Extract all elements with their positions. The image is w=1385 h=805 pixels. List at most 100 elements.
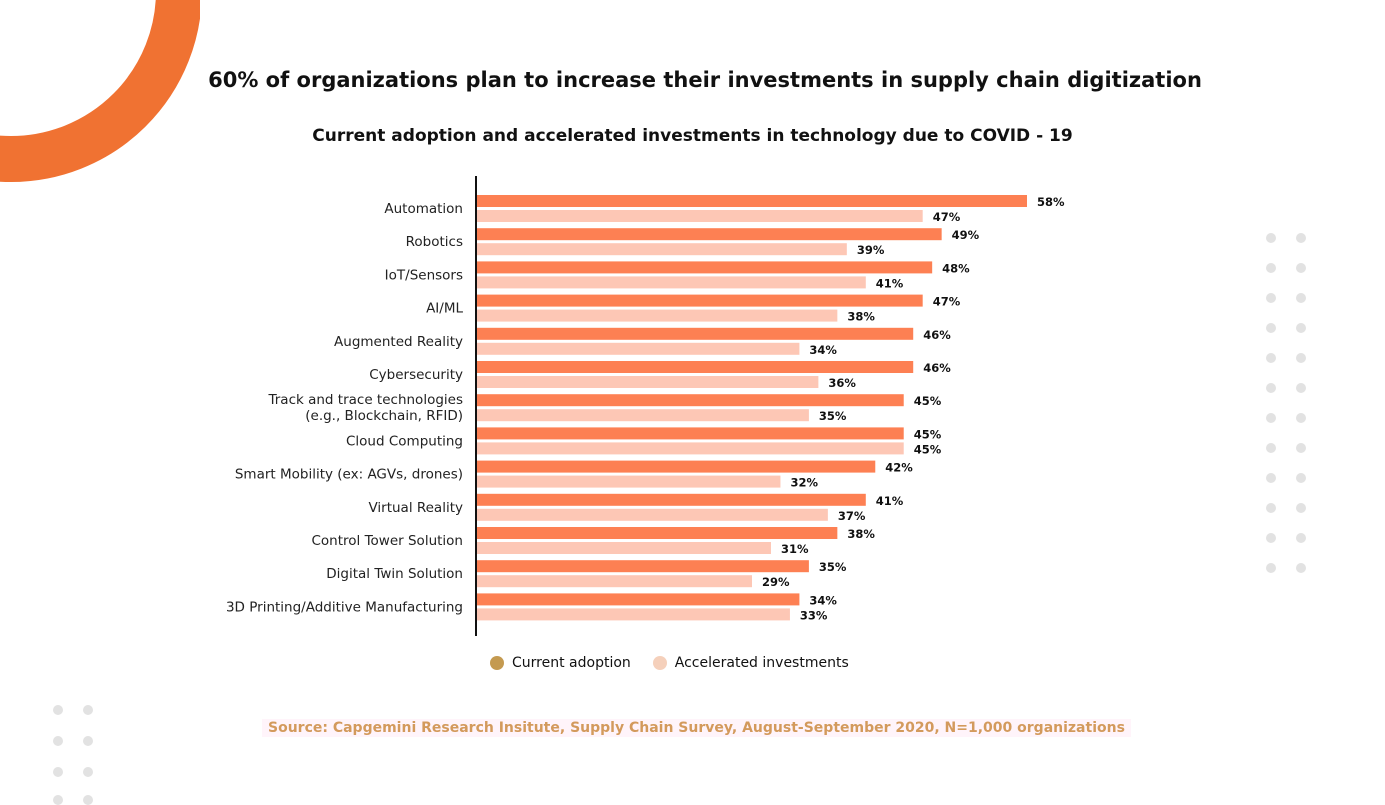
data-label: 34%: [809, 593, 837, 607]
decorative-dot: [53, 767, 63, 777]
data-label: 45%: [914, 442, 942, 456]
decorative-dot: [1296, 263, 1306, 273]
legend-item-current: Current adoption: [490, 655, 631, 671]
category-label: (e.g., Blockchain, RFID): [305, 408, 463, 424]
bar-current: [477, 361, 914, 373]
legend-label: Current adoption: [512, 655, 631, 671]
legend-swatch: [490, 656, 504, 670]
decorative-dot: [1296, 503, 1306, 513]
data-label: 49%: [952, 228, 980, 242]
decorative-dot: [1296, 233, 1306, 243]
decorative-dot: [83, 736, 93, 746]
category-label: AI/ML: [426, 301, 463, 317]
bar-accelerated: [477, 475, 781, 488]
data-label: 47%: [933, 210, 961, 224]
decorative-dot: [1266, 563, 1276, 573]
data-label: 41%: [876, 276, 904, 290]
decorative-dot: [1266, 293, 1276, 303]
decorative-dot: [83, 795, 93, 805]
decorative-dot: [1296, 473, 1306, 483]
decorative-dot: [1266, 443, 1276, 453]
decorative-dot: [1266, 383, 1276, 393]
category-label: IoT/Sensors: [385, 267, 463, 283]
category-label: Control Tower Solution: [312, 533, 464, 549]
bar-current: [477, 228, 942, 241]
data-label: 47%: [933, 295, 961, 309]
bar-accelerated: [477, 342, 800, 355]
decorative-dot: [1296, 413, 1306, 423]
data-label: 45%: [914, 394, 942, 408]
legend: Current adoption Accelerated investments: [490, 655, 849, 671]
source-note: Source: Capgemini Research Insitute, Sup…: [262, 719, 1131, 737]
data-label: 32%: [790, 476, 818, 490]
bar-current: [477, 394, 904, 407]
bar-current: [477, 560, 809, 573]
data-label: 33%: [800, 608, 828, 622]
legend-item-accelerated: Accelerated investments: [652, 655, 849, 671]
bar-current: [477, 460, 876, 473]
data-label: 38%: [847, 527, 875, 541]
data-label: 29%: [762, 575, 790, 589]
legend-label: Accelerated investments: [674, 655, 849, 671]
decorative-dot: [1266, 413, 1276, 423]
bar-current: [477, 427, 904, 440]
decorative-dot: [1266, 473, 1276, 483]
decorative-dot: [53, 736, 63, 746]
category-label: Cloud Computing: [346, 433, 463, 449]
category-label: Augmented Reality: [334, 334, 463, 350]
category-label: Robotics: [406, 234, 463, 250]
bar-accelerated: [477, 309, 838, 322]
bar-current: [477, 493, 866, 506]
category-label: 3D Printing/Additive Manufacturing: [226, 599, 463, 615]
bar-accelerated: [477, 608, 790, 621]
decorative-dot: [1296, 353, 1306, 363]
chart-title: Current adoption and accelerated investm…: [312, 126, 1073, 146]
data-label: 39%: [857, 243, 885, 257]
bar-current: [477, 593, 800, 606]
bar-current: [477, 195, 1027, 207]
data-label: 48%: [942, 261, 970, 275]
bar-current: [477, 327, 914, 340]
decorative-dot: [1296, 563, 1306, 573]
decorative-dot: [1266, 233, 1276, 243]
decorative-dot: [1266, 533, 1276, 543]
decorative-dot: [83, 767, 93, 777]
decorative-dot: [1296, 533, 1306, 543]
decorative-dot: [1266, 323, 1276, 333]
data-label: 46%: [923, 328, 951, 342]
data-label: 35%: [819, 409, 847, 423]
category-label: Digital Twin Solution: [326, 566, 463, 582]
bar-accelerated: [477, 243, 847, 256]
data-label: 45%: [914, 427, 942, 441]
bar-accelerated: [477, 575, 752, 588]
data-label: 37%: [838, 509, 866, 523]
data-label: 35%: [819, 560, 847, 574]
decorative-dot: [53, 705, 63, 715]
decorative-dot: [1266, 503, 1276, 513]
bar-current: [477, 527, 838, 539]
category-label: Track and trace technologies: [267, 392, 463, 408]
data-label: 38%: [847, 310, 875, 324]
data-label: 46%: [923, 361, 951, 375]
bar-accelerated: [477, 210, 923, 222]
data-label: 34%: [809, 343, 837, 357]
category-label: Smart Mobility (ex: AGVs, drones): [235, 467, 463, 483]
bar-current: [477, 261, 933, 274]
decorative-dot: [1296, 383, 1306, 393]
bar-accelerated: [477, 376, 819, 388]
bar-accelerated: [477, 542, 771, 554]
decorative-dot: [53, 795, 63, 805]
bar-accelerated: [477, 508, 828, 521]
decorative-dot: [1296, 293, 1306, 303]
decorative-arc-frame: [0, 0, 200, 200]
data-label: 58%: [1037, 195, 1065, 209]
data-label: 36%: [828, 376, 856, 390]
decorative-dot: [1266, 263, 1276, 273]
category-label: Cybersecurity: [369, 367, 463, 383]
bar-accelerated: [477, 409, 809, 422]
data-label: 31%: [781, 542, 809, 556]
data-label: 41%: [876, 494, 904, 508]
decorative-dot: [83, 705, 93, 715]
category-label: Automation: [384, 201, 463, 217]
